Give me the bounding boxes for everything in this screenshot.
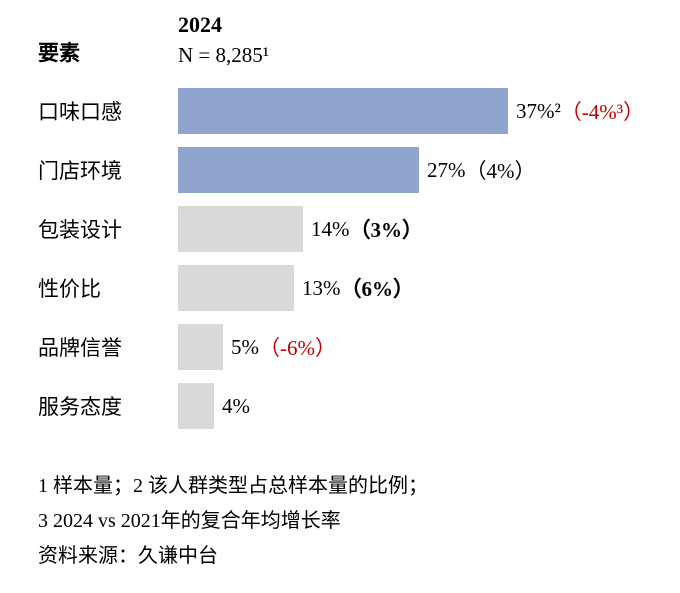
bar-value-label: 4% (222, 393, 250, 418)
bar-value-label: 37%² (516, 98, 561, 123)
footnote-line-2: 3 2024 vs 2021年的复合年均增长率 (38, 510, 341, 532)
source-note: 资料来源：久谦中台 (38, 545, 218, 567)
chart-header: 要素 2024 N = 8,285¹ (38, 12, 670, 68)
bar-growth-label: （6%） (340, 277, 415, 301)
bar (178, 324, 223, 370)
chart-title-year: 2024 (178, 12, 222, 37)
chart-title-block: 2024 N = 8,285¹ (178, 12, 269, 68)
sample-size-label: N = 8,285¹ (178, 43, 270, 67)
bar-growth-label: （-6%） (259, 336, 336, 360)
bar (178, 265, 294, 311)
bar-row-label: 品牌信誉 (38, 336, 122, 360)
bar (178, 383, 214, 429)
bar-row: 性价比 13% （6%） (38, 265, 670, 311)
category-axis-label: 要素 (38, 41, 80, 65)
bar-row-label: 服务态度 (38, 395, 122, 419)
bar-row: 品牌信誉 5% （-6%） (38, 324, 670, 370)
bar-value-label: 5% (231, 334, 259, 359)
bar-row: 服务态度 4% (38, 383, 670, 429)
footnote-line-1: 1 样本量；2 该人群类型占总样本量的比例； (38, 475, 428, 497)
bar-value-label: 13% (302, 275, 341, 300)
bar (178, 206, 303, 252)
bar-row-label: 包装设计 (38, 218, 122, 242)
footnotes: 1 样本量；2 该人群类型占总样本量的比例； 3 2024 vs 2021年的复… (38, 469, 670, 574)
bar-row-label: 口味口感 (38, 100, 122, 124)
bar-row: 包装设计 14% （3%） (38, 206, 670, 252)
bar (178, 147, 419, 193)
bar-row-label: 门店环境 (38, 159, 122, 183)
bar-growth-label: （-4%³） (560, 100, 645, 124)
bar-value-label: 27% (427, 157, 466, 182)
bar-growth-label: （3%） (349, 218, 424, 242)
bar-row: 口味口感 37%² （-4%³） (38, 88, 670, 134)
bar-row: 门店环境 27% （4%） (38, 147, 670, 193)
horizontal-bar-chart: 口味口感 37%² （-4%³） 门店环境 27% （4%） 包装设计 14% （3%） 性价比 1… (38, 88, 670, 429)
bar (178, 88, 508, 134)
bar-value-label: 14% (311, 216, 350, 241)
bar-row-label: 性价比 (38, 277, 101, 301)
bar-growth-label: （4%） (465, 159, 536, 183)
